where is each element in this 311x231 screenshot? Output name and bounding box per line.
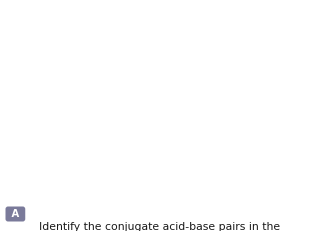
Text: Identify the conjugate acid-base pairs in the: Identify the conjugate acid-base pairs i… bbox=[39, 222, 280, 231]
Text: A: A bbox=[8, 209, 23, 219]
